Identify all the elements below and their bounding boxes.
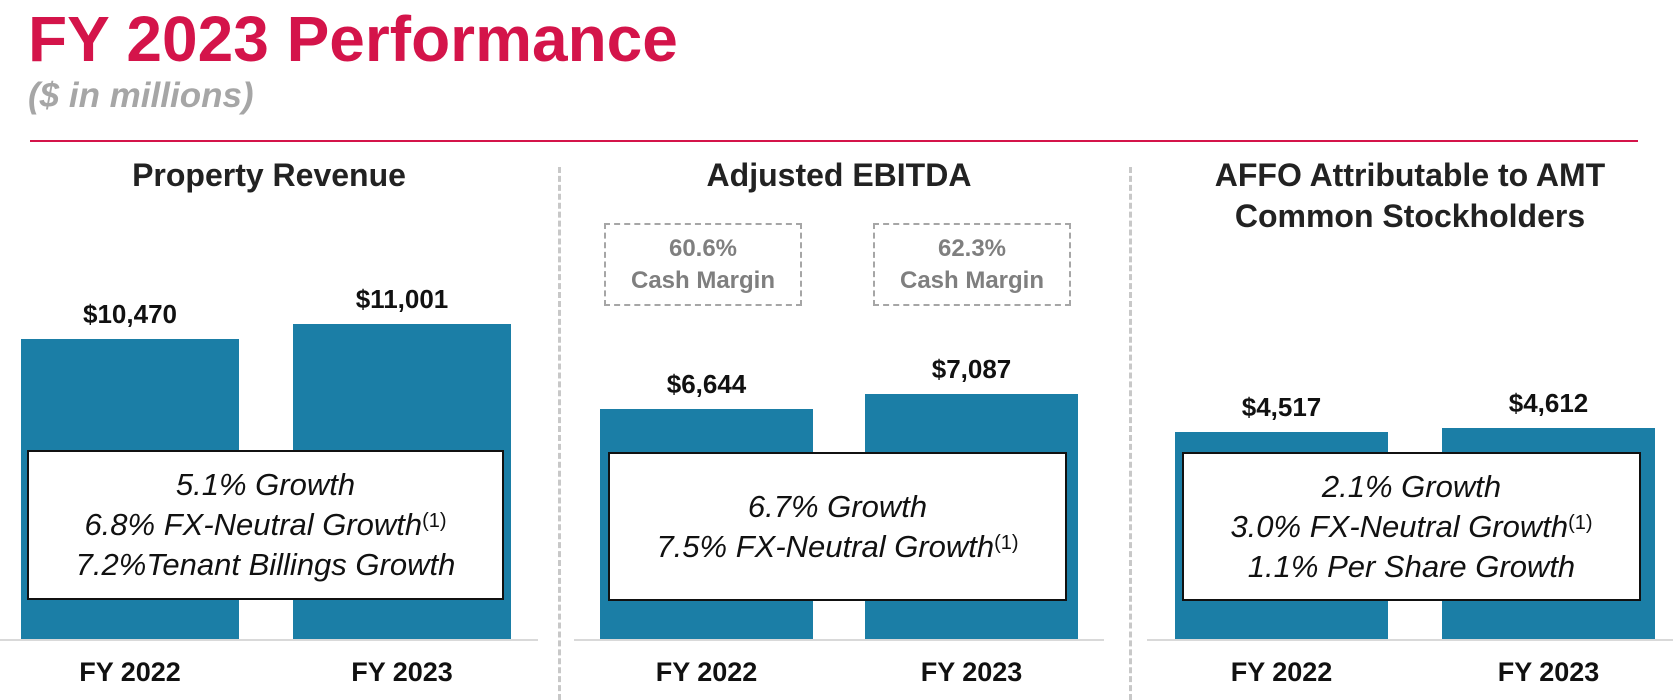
growth-callout: 5.1% Growth 6.8% FX-Neutral Growth(1) 7.… [27,450,504,600]
chart-panel-property-revenue: Property Revenue $10,470 FY 2022 $11,001 FY… [0,0,538,700]
bar-value-label: $4,517 [1241,392,1322,422]
panel-title-line: Adjusted EBITDA [706,157,972,193]
page-subtitle: ($ in millions) [28,76,254,115]
cash-margin-box: 60.6% Cash Margin [604,223,802,306]
x-axis-baseline [1147,639,1673,641]
panel-title: Adjusted EBITDA [574,155,1104,196]
chart-panel-affo: AFFO Attributable to AMT Common Stockhol… [1147,0,1673,700]
x-axis-baseline [574,639,1104,641]
cash-margin-label: Cash Margin [630,267,776,294]
growth-line: 6.7% Growth [747,488,928,524]
growth-line: 2.1% Growth [1321,468,1502,504]
panel-title-line: Common Stockholders [1234,198,1586,234]
growth-line: 7.2%Tenant Billings Growth [75,547,456,582]
bar-value-label: $6,644 [666,369,747,399]
panel-title-line: AFFO Attributable to AMT [1214,157,1606,193]
x-axis-baseline [0,639,538,641]
panel-separator [558,167,561,700]
x-tick-label: FY 2022 [655,657,758,687]
bar-value-label: $11,001 [355,284,449,314]
x-tick-label: FY 2022 [79,657,181,687]
cash-margin-pct: 60.6% [668,235,738,262]
growth-callout: 6.7% Growth 7.5% FX-Neutral Growth(1) [608,452,1067,601]
growth-line: 3.0% FX-Neutral Growth(1) [1230,508,1593,544]
growth-line: 5.1% Growth [175,467,356,502]
panel-title-line: Property Revenue [132,157,406,193]
x-tick-label: FY 2023 [920,657,1023,687]
cash-margin-label: Cash Margin [899,267,1045,294]
panel-title: AFFO Attributable to AMT Common Stockhol… [1147,155,1673,237]
x-tick-label: FY 2022 [1230,657,1333,687]
chart-panel-adjusted-ebitda: Adjusted EBITDA 60.6% Cash Margin 62.3% … [574,0,1104,700]
bar-value-label: $4,612 [1508,388,1589,418]
bar-value-label: $10,470 [83,299,177,329]
growth-line: 7.5% FX-Neutral Growth(1) [656,528,1019,564]
x-tick-label: FY 2023 [1497,657,1600,687]
panel-title: Property Revenue [0,155,538,196]
panel-separator [1129,167,1132,700]
cash-margin-pct: 62.3% [937,235,1007,262]
growth-callout: 2.1% Growth 3.0% FX-Neutral Growth(1) 1.… [1182,452,1641,601]
x-tick-label: FY 2023 [351,657,453,687]
title-divider [30,140,1638,142]
growth-line: 6.8% FX-Neutral Growth(1) [84,507,447,542]
growth-line: 1.1% Per Share Growth [1247,548,1576,584]
cash-margin-box: 62.3% Cash Margin [873,223,1071,306]
page-title: FY 2023 Performance [28,3,678,75]
bar-value-label: $7,087 [931,354,1012,384]
